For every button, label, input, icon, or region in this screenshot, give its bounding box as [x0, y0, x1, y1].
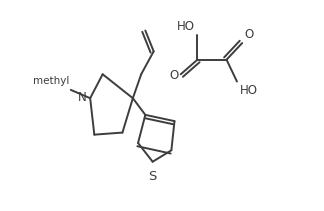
Text: O: O: [169, 69, 179, 82]
Text: S: S: [148, 170, 157, 183]
Text: HO: HO: [177, 20, 195, 33]
Text: HO: HO: [239, 84, 258, 97]
Text: N: N: [78, 91, 87, 104]
Text: O: O: [244, 28, 253, 41]
Text: methyl: methyl: [33, 76, 69, 86]
